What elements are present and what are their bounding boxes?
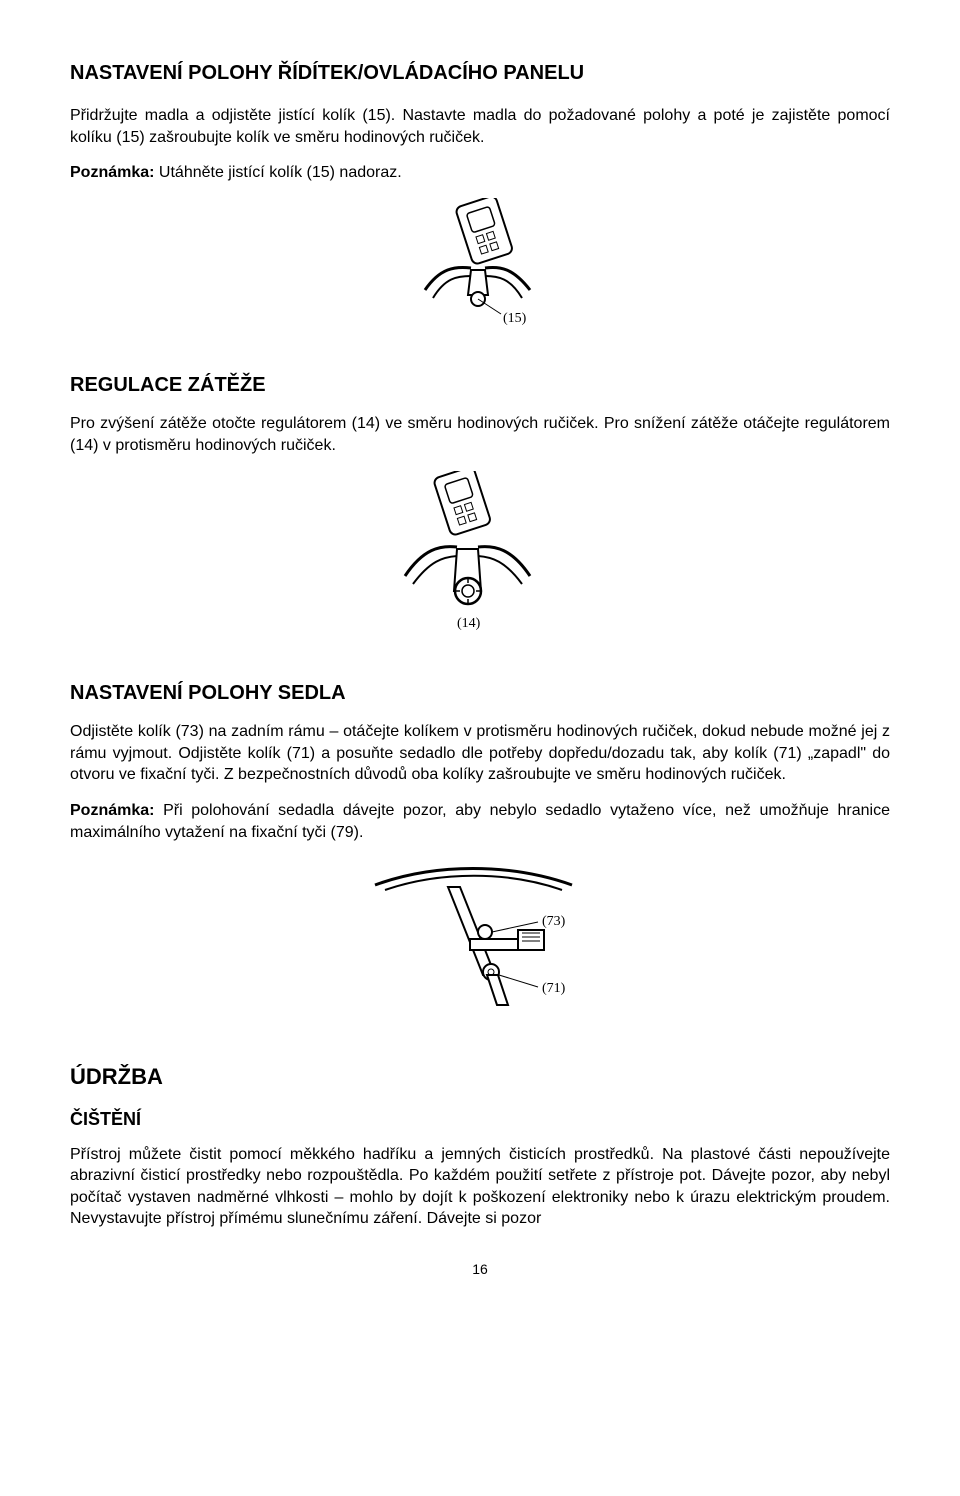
note-label-1: Poznámka: xyxy=(70,164,154,181)
heading-load: REGULACE ZÁTĚŽE xyxy=(70,372,890,399)
note-text-1: Utáhněte jistící kolík (15) nadoraz. xyxy=(154,164,401,181)
fig-label-14: (14) xyxy=(457,616,481,631)
figure-seat: (73) (71) xyxy=(70,857,890,1034)
paragraph-handlebar: Přidržujte madla a odjistěte jistící kol… xyxy=(70,105,890,148)
heading-maintenance: ÚDRŽBA xyxy=(70,1062,890,1092)
note-label-2: Poznámka: xyxy=(70,802,154,819)
fig-label-73: (73) xyxy=(542,914,566,929)
heading-seat: NASTAVENÍ POLOHY SEDLA xyxy=(70,680,890,707)
figure-14: (14) xyxy=(70,471,890,653)
figure-15: (15) xyxy=(70,198,890,345)
fig-label-71: (71) xyxy=(542,981,566,996)
paragraph-seat-1: Odjistěte kolík (73) na zadním rámu – ot… xyxy=(70,721,890,786)
note-text-2: Při polohování sedadla dávejte pozor, ab… xyxy=(70,802,890,841)
page-number: 16 xyxy=(70,1260,890,1279)
paragraph-load: Pro zvýšení zátěže otočte regulátorem (1… xyxy=(70,413,890,456)
note-seat: Poznámka: Při polohování sedadla dávejte… xyxy=(70,800,890,843)
heading-handlebar: NASTAVENÍ POLOHY ŘÍDÍTEK/OVLÁDACÍHO PANE… xyxy=(70,60,890,87)
heading-cleaning: ČIŠTĚNÍ xyxy=(70,1107,890,1131)
note-handlebar: Poznámka: Utáhněte jistící kolík (15) na… xyxy=(70,162,890,184)
fig-label-15: (15) xyxy=(503,311,527,326)
paragraph-cleaning: Přístroj můžete čistit pomocí měkkého ha… xyxy=(70,1144,890,1230)
